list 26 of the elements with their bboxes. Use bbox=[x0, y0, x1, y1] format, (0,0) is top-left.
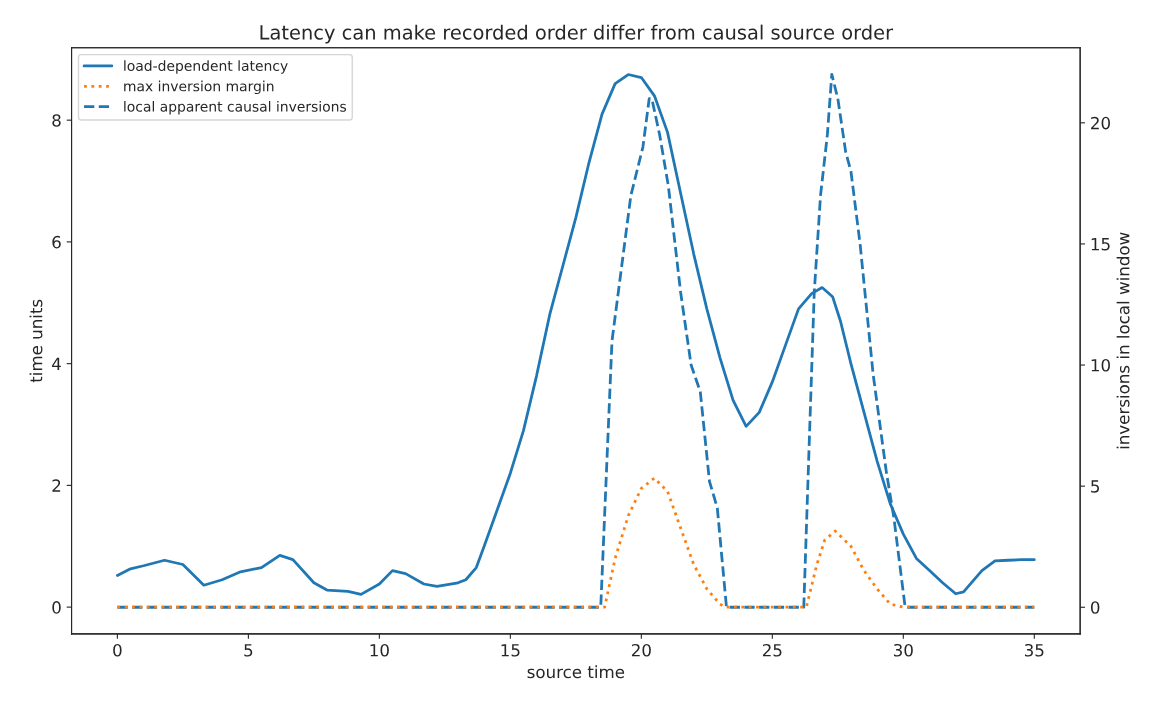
legend-label: max inversion margin bbox=[124, 80, 274, 95]
x-tick-label: 0 bbox=[113, 643, 122, 657]
y2-tick-label: 5 bbox=[1091, 480, 1100, 493]
x-tick-label: 5 bbox=[244, 644, 253, 657]
y-tick-label: 4 bbox=[52, 357, 61, 370]
y2-tick-label: 20 bbox=[1091, 116, 1110, 130]
x-tick-label: 25 bbox=[762, 643, 782, 657]
x-tick-label: 30 bbox=[893, 643, 913, 657]
chart-title: Latency can make recorded order differ from causal source order bbox=[260, 24, 894, 44]
legend-label: local apparent causal inversions bbox=[124, 101, 347, 115]
x-tick-label: 10 bbox=[370, 643, 389, 657]
legend-label: load-dependent latency bbox=[124, 60, 288, 74]
y-tick-label: 8 bbox=[52, 114, 61, 127]
x-axis-title: source time bbox=[527, 665, 625, 679]
line-series bbox=[116, 476, 1036, 609]
y2-tick-label: 0 bbox=[1090, 601, 1100, 614]
y-axis-title: time units bbox=[29, 299, 43, 383]
x-tick-label: 35 bbox=[1024, 643, 1044, 657]
y2-axis-title: inversions in local window bbox=[1116, 232, 1130, 449]
y2-tick-label: 15 bbox=[1091, 238, 1110, 251]
y-tick-label: 6 bbox=[52, 235, 61, 249]
y-tick-label: 0 bbox=[52, 601, 61, 614]
y-tick-label: 2 bbox=[52, 479, 61, 492]
x-tick-label: 15 bbox=[501, 644, 520, 657]
x-tick-label: 20 bbox=[631, 643, 651, 657]
y2-tick-label: 10 bbox=[1091, 359, 1110, 372]
